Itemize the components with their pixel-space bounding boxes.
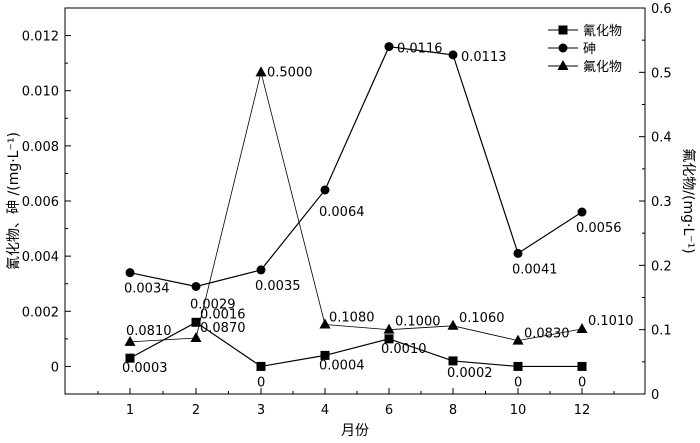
legend-label: 砷 — [583, 42, 596, 57]
right-tick-label: 0.3 — [651, 195, 672, 210]
series-line-square — [129, 321, 582, 368]
right-axis-ticks: 0 0.1 0.2 0.3 0.4 0.5 0.6 — [639, 2, 672, 403]
x-tick-label: 12 — [574, 403, 591, 418]
x-axis-title: 月份 — [341, 423, 369, 439]
triangle-marker — [447, 319, 459, 330]
square-marker — [558, 25, 568, 35]
data-label: 0.1000 — [395, 315, 441, 330]
series-layer — [124, 42, 588, 371]
right-tick-label: 0.6 — [651, 2, 672, 17]
square-marker — [577, 361, 587, 371]
data-labels-layer: 0.0003 0.0016 0 0.0004 0.0010 0.0002 0 0 0.0034 0… — [122, 42, 634, 391]
data-label: 0.0010 — [381, 342, 427, 357]
series-line-triangle — [129, 72, 583, 343]
square-marker — [448, 356, 458, 366]
triangle-marker — [190, 332, 202, 343]
data-label: 0 — [514, 375, 522, 390]
right-tick-label: 0 — [651, 388, 659, 403]
data-label: 0 — [257, 375, 265, 390]
triangle-marker — [512, 334, 524, 345]
data-label: 0.0016 — [200, 307, 246, 322]
x-tick-label: 3 — [257, 403, 265, 418]
data-label: 0.0064 — [319, 205, 365, 220]
data-label: 0.0004 — [319, 358, 365, 373]
triangle-marker — [383, 323, 395, 334]
left-axis-title: 氰化物、砷 /(mg·L⁻¹) — [6, 132, 22, 270]
left-axis-ticks: 0 0.002 0.004 0.006 0.008 0.010 0.012 — [22, 30, 71, 375]
square-marker — [384, 334, 394, 344]
x-axis-ticks: 1 2 3 4 6 8 10 12 — [97, 388, 615, 418]
circle-marker — [513, 248, 523, 258]
right-tick-label: 0.5 — [651, 66, 672, 81]
triangle-marker — [124, 335, 136, 346]
x-tick-label: 1 — [126, 403, 134, 418]
data-label: 0.1010 — [588, 314, 634, 329]
right-axis-title: 氟化物/(mg·L⁻¹) — [680, 148, 696, 253]
legend-label: 氰化物 — [583, 23, 622, 39]
triangle-marker — [557, 60, 569, 70]
data-label: 0.0056 — [576, 221, 622, 236]
x-tick-label: 8 — [449, 403, 457, 418]
data-label: 0.0002 — [447, 366, 493, 381]
series-line-circle — [129, 45, 583, 288]
triangle-marker — [255, 66, 267, 77]
data-label: 0.0870 — [200, 321, 246, 336]
left-tick-label: 0.006 — [22, 195, 59, 210]
square-marker — [320, 350, 330, 360]
left-tick-label: 0.012 — [22, 30, 59, 45]
circle-marker — [384, 42, 394, 52]
circle-marker — [448, 50, 458, 60]
circle-marker — [191, 281, 201, 291]
data-label: 0.5000 — [267, 65, 313, 80]
x-tick-label: 4 — [321, 403, 329, 418]
left-tick-label: 0 — [51, 360, 59, 375]
data-label: 0.0116 — [397, 42, 443, 57]
data-label: 0.0029 — [190, 297, 236, 312]
triangle-marker — [576, 323, 588, 334]
x-tick-label: 2 — [192, 403, 200, 418]
circle-marker — [256, 265, 266, 275]
data-label: 0.0113 — [461, 50, 507, 65]
square-marker — [256, 361, 266, 371]
x-tick-label: 6 — [385, 403, 393, 418]
data-label: 0.0041 — [512, 262, 558, 277]
square-marker — [125, 353, 135, 363]
right-tick-label: 0.1 — [651, 324, 672, 339]
data-label: 0.0830 — [524, 327, 570, 342]
data-label: 0.0810 — [126, 324, 172, 339]
data-label: 0.0035 — [255, 279, 301, 294]
left-tick-label: 0.004 — [22, 250, 59, 265]
triangle-marker — [319, 318, 331, 329]
legend-label: 氟化物 — [583, 60, 622, 75]
data-label: 0.0003 — [122, 361, 168, 376]
circle-marker — [125, 268, 135, 278]
data-label: 0.1080 — [329, 311, 375, 326]
circle-marker — [558, 43, 568, 53]
circle-marker — [577, 207, 587, 217]
left-tick-label: 0.008 — [22, 140, 59, 155]
data-label: 0.0034 — [124, 282, 170, 297]
x-tick-label: 10 — [510, 403, 527, 418]
square-marker — [191, 317, 201, 327]
left-tick-label: 0.010 — [22, 85, 59, 100]
left-tick-label: 0.002 — [22, 305, 59, 320]
data-label: 0 — [578, 375, 586, 390]
circle-marker — [320, 185, 330, 195]
right-tick-label: 0.2 — [651, 259, 672, 274]
right-tick-label: 0.4 — [651, 131, 672, 146]
square-marker — [513, 361, 523, 371]
data-label: 0.1060 — [459, 311, 505, 326]
